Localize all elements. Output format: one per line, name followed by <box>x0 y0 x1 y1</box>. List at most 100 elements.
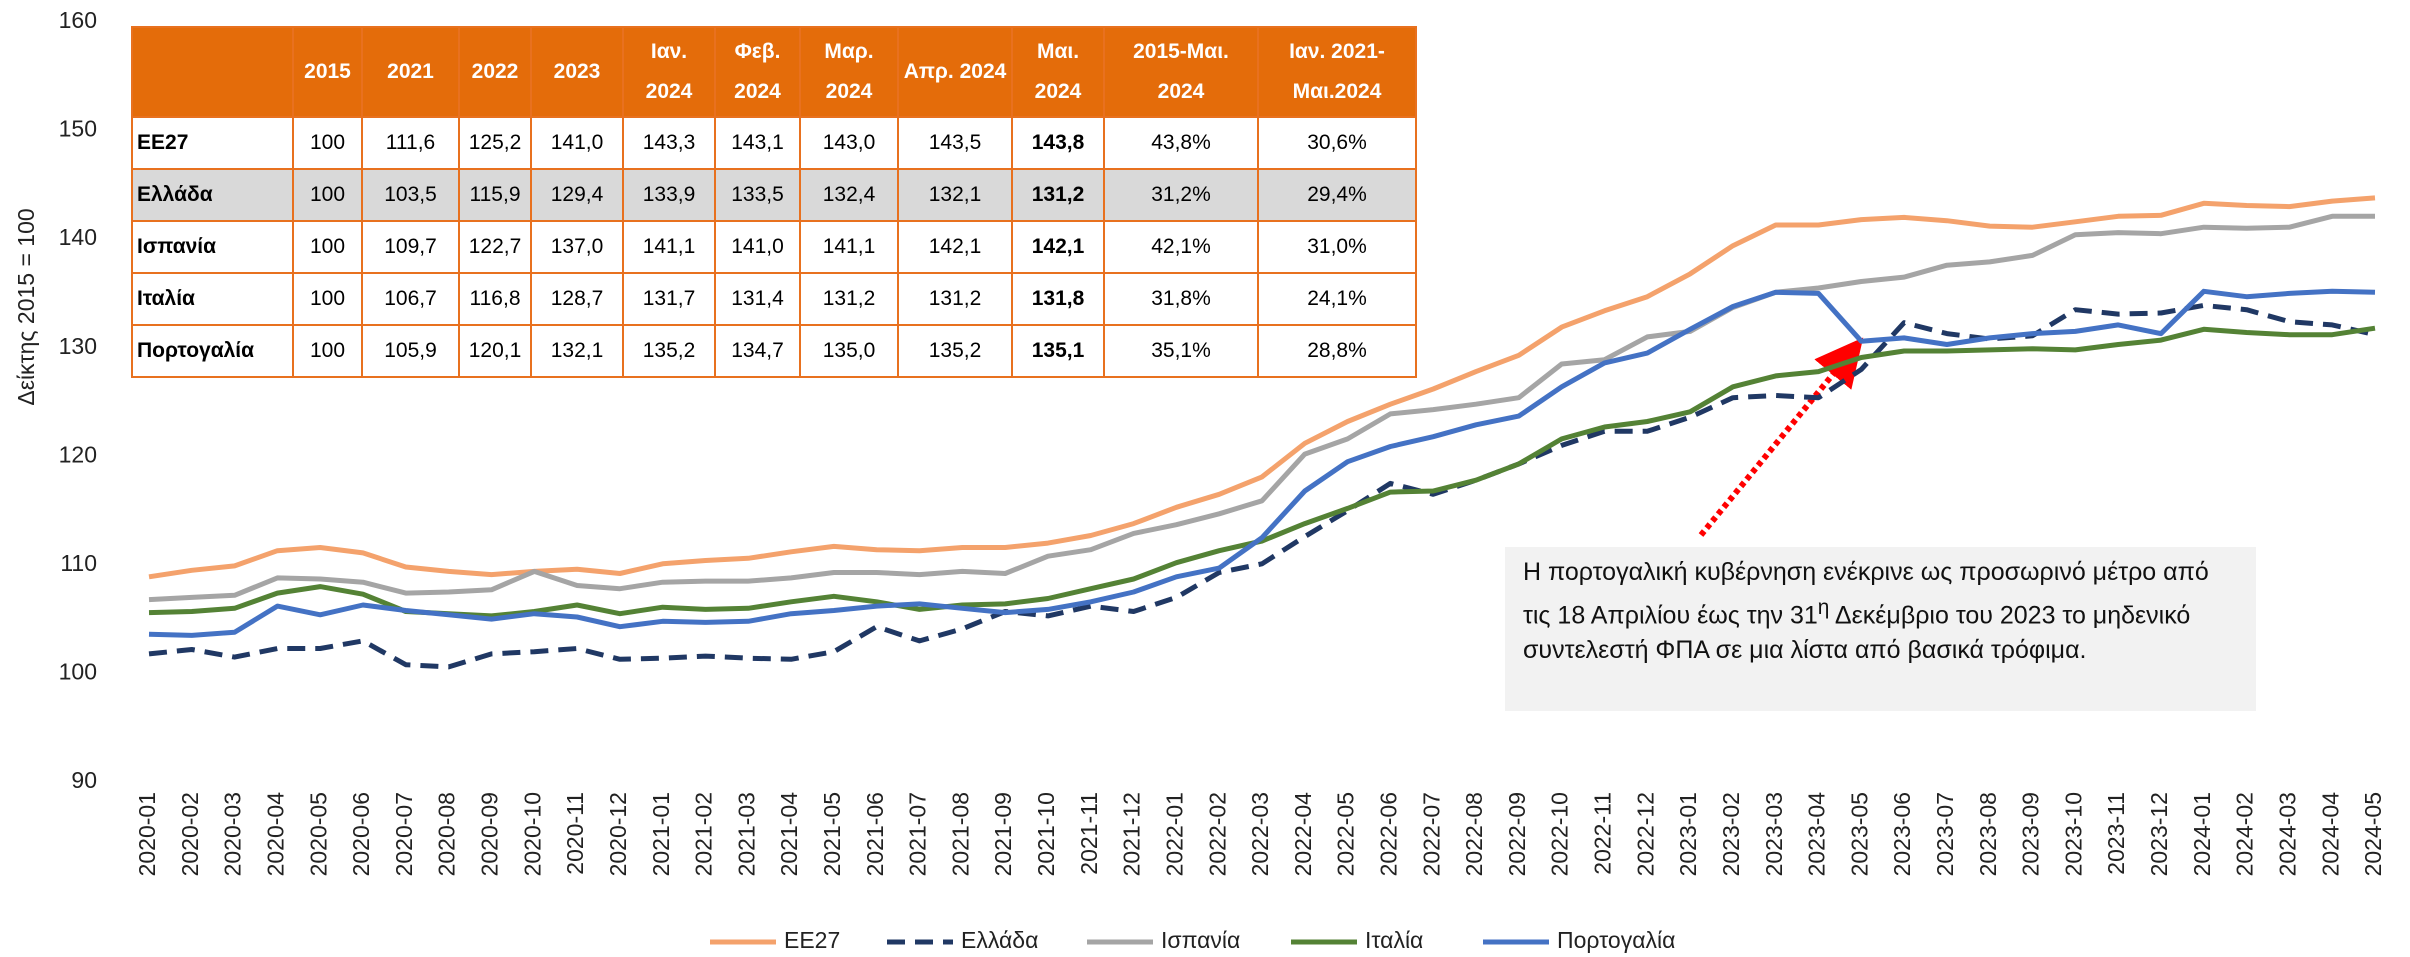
column-header: 2023 <box>530 26 624 118</box>
annotation-text: Η πορτογαλική κυβέρνηση ενέκρινε ως προσ… <box>1523 558 2209 630</box>
table-cell: 142,1 <box>897 220 1013 274</box>
table-cell: 122,7 <box>458 220 532 274</box>
y-tick-label: 110 <box>60 550 97 576</box>
x-tick-label: 2021-08 <box>947 792 973 876</box>
column-header: 2022 <box>458 26 532 118</box>
y-tick-label: 100 <box>59 659 97 685</box>
table-cell: 35,1% <box>1103 324 1259 378</box>
table-cell: 29,4% <box>1257 168 1417 222</box>
x-tick-label: 2020-10 <box>519 792 545 876</box>
series-line <box>148 325 2376 619</box>
x-tick-label: 2022-05 <box>1333 792 1359 876</box>
table-row: Ιταλία 100 106,7 116,8 128,7 131,7 131,4 131,2 1… <box>131 272 1417 326</box>
legend-label: Πορτογαλία <box>1557 927 1675 953</box>
table-cell: 141,0 <box>530 116 624 170</box>
x-tick-label: 2023-11 <box>2103 792 2129 875</box>
x-tick-label: 2020-07 <box>391 792 417 876</box>
table-row: ΕΕ27 100 111,6 125,2 141,0 143,3 143,1 143,0 143… <box>131 116 1417 170</box>
table-cell: 134,7 <box>714 324 801 378</box>
table-cell: 100 <box>292 116 363 170</box>
annotation-superscript: η <box>1817 596 1830 619</box>
x-tick-label: 2021-02 <box>691 792 717 876</box>
row-label: Πορτογαλία <box>131 324 294 378</box>
header-row: 2015 2021 2022 2023 Ιαν. 2024 Φεβ. 2024 Μαρ. 2… <box>131 26 1417 118</box>
table-cell: 132,1 <box>530 324 624 378</box>
table-cell: 100 <box>292 272 363 326</box>
x-tick-label: 2023-02 <box>1718 792 1744 876</box>
table-cell: 131,2 <box>897 272 1013 326</box>
x-tick-label: 2023-07 <box>1932 792 1958 876</box>
table-cell: 131,2 <box>1011 168 1105 222</box>
table-cell: 100 <box>292 168 363 222</box>
x-tick-label: 2023-08 <box>1975 792 2001 876</box>
x-tick-label: 2022-04 <box>1290 792 1316 877</box>
y-tick-label: 90 <box>71 767 97 793</box>
legend-label: Ελλάδα <box>961 927 1038 953</box>
y-axis-label: Δείκτης 2015 = 100 <box>13 208 39 405</box>
table-cell: 129,4 <box>530 168 624 222</box>
x-tick-label: 2020-06 <box>348 792 374 876</box>
table-cell: 131,2 <box>799 272 899 326</box>
column-header: 2015-Μαι. 2024 <box>1103 26 1259 118</box>
x-tick-label: 2022-07 <box>1418 792 1444 876</box>
table-cell: 141,1 <box>622 220 716 274</box>
x-tick-label: 2020-03 <box>220 792 246 876</box>
x-tick-label: 2021-10 <box>1033 792 1059 876</box>
series-line <box>148 195 2376 580</box>
table-cell: 131,4 <box>714 272 801 326</box>
table-row: Πορτογαλία 100 105,9 120,1 132,1 135,2 134,7 13… <box>131 324 1417 378</box>
series-line <box>148 288 2376 638</box>
table-cell: 135,2 <box>622 324 716 378</box>
table-cell: 141,0 <box>714 220 801 274</box>
column-header: Μαι. 2024 <box>1011 26 1105 118</box>
x-tick-label: 2023-03 <box>1761 792 1787 876</box>
table-cell: 133,5 <box>714 168 801 222</box>
x-tick-label: 2021-04 <box>776 792 802 877</box>
x-tick-label: 2020-02 <box>177 792 203 876</box>
x-tick-label: 2020-01 <box>134 792 160 876</box>
column-header: Απρ. 2024 <box>897 26 1013 118</box>
x-tick-label: 2024-03 <box>2274 792 2300 876</box>
x-tick-label: 2020-09 <box>477 792 503 876</box>
table-cell: 133,9 <box>622 168 716 222</box>
table-cell: 135,2 <box>897 324 1013 378</box>
table-cell: 106,7 <box>361 272 460 326</box>
series-line <box>148 213 2375 603</box>
table-cell: 42,1% <box>1103 220 1259 274</box>
x-tick-label: 2020-08 <box>434 792 460 876</box>
table-cell: 105,9 <box>361 324 460 378</box>
table-cell: 30,6% <box>1257 116 1417 170</box>
x-tick-label: 2022-01 <box>1161 792 1187 876</box>
table-cell: 135,1 <box>1011 324 1105 378</box>
table-cell: 43,8% <box>1103 116 1259 170</box>
x-tick-label: 2021-07 <box>905 792 931 876</box>
x-tick-label: 2021-12 <box>1119 792 1145 876</box>
y-tick-label: 140 <box>59 224 97 250</box>
x-tick-label: 2022-10 <box>1547 792 1573 876</box>
x-tick-label: 2022-06 <box>1376 792 1402 876</box>
column-header: Μαρ. 2024 <box>799 26 899 118</box>
table-cell: 103,5 <box>361 168 460 222</box>
x-tick-label: 2024-01 <box>2189 792 2215 876</box>
table-cell: 141,1 <box>799 220 899 274</box>
header-corner <box>131 26 294 118</box>
column-header: 2015 <box>292 26 363 118</box>
table-cell: 24,1% <box>1257 272 1417 326</box>
x-tick-label: 2023-05 <box>1846 792 1872 876</box>
x-tick-label: 2021-01 <box>648 792 674 876</box>
data-table: 2015 2021 2022 2023 Ιαν. 2024 Φεβ. 2024 Μαρ. 2… <box>131 26 1417 378</box>
x-tick-label: 2021-05 <box>819 792 845 876</box>
table-cell: 116,8 <box>458 272 532 326</box>
x-tick-label: 2022-03 <box>1247 792 1273 876</box>
column-header: Ιαν. 2024 <box>622 26 716 118</box>
row-label: ΕΕ27 <box>131 116 294 170</box>
table-cell: 143,1 <box>714 116 801 170</box>
x-tick-label: 2022-11 <box>1590 792 1616 875</box>
table-cell: 31,0% <box>1257 220 1417 274</box>
y-tick-label: 160 <box>59 7 97 33</box>
annotation-text: Δεκέμβριο του 2023 το μηδενικό συντελεστ… <box>1523 601 2191 665</box>
legend-label: Ιταλία <box>1365 927 1423 953</box>
table-cell: 131,7 <box>622 272 716 326</box>
